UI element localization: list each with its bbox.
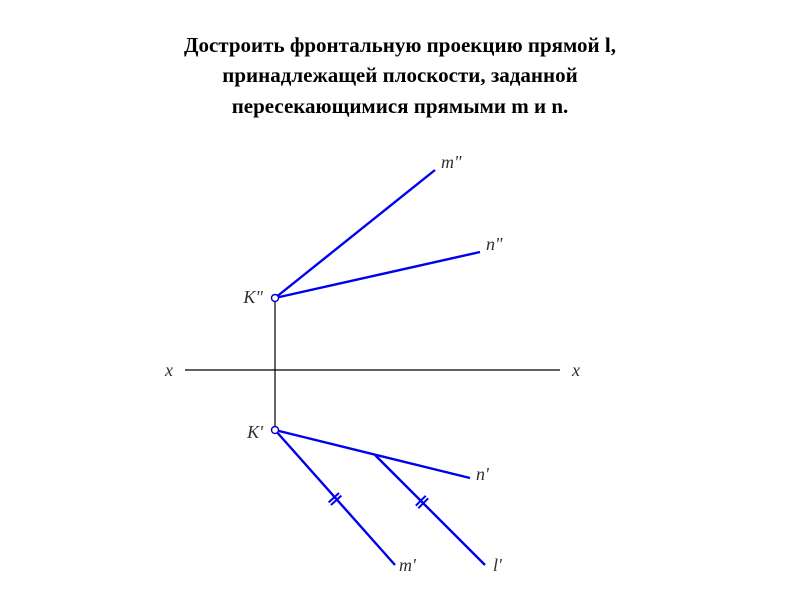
axis-label-right: x xyxy=(571,360,580,380)
diagram-svg: x x K" K' m" n" n' m' l' xyxy=(0,0,800,600)
point-K1 xyxy=(272,427,279,434)
label-K2: K" xyxy=(242,287,263,307)
point-K2 xyxy=(272,295,279,302)
line-l1 xyxy=(375,455,485,565)
line-n1 xyxy=(275,430,470,478)
label-n2: n" xyxy=(486,234,503,254)
diagram-container: x x K" K' m" n" n' m' l' xyxy=(0,0,800,600)
line-n2 xyxy=(275,252,480,298)
label-m1: m' xyxy=(399,555,417,575)
label-K1: K' xyxy=(246,422,264,442)
label-n1: n' xyxy=(476,464,490,484)
label-l1: l' xyxy=(493,555,503,575)
axis-label-left: x xyxy=(164,360,173,380)
label-m2: m" xyxy=(441,152,462,172)
line-m2 xyxy=(275,170,435,298)
